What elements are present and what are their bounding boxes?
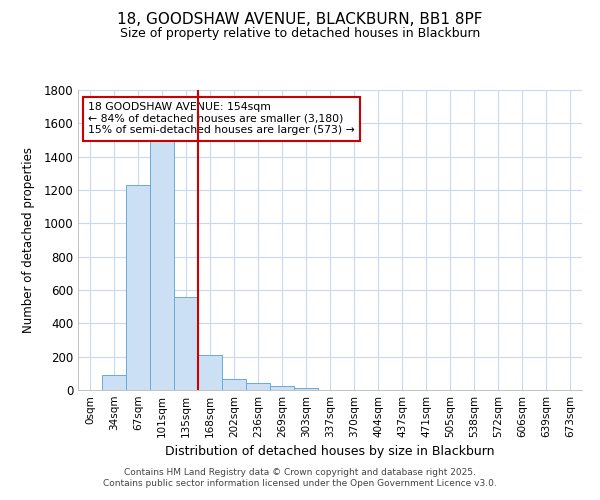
Bar <box>198 355 222 390</box>
Bar <box>126 185 150 390</box>
Bar <box>222 379 246 390</box>
Bar <box>174 296 198 390</box>
Text: 18 GOODSHAW AVENUE: 154sqm
← 84% of detached houses are smaller (3,180)
15% of s: 18 GOODSHAW AVENUE: 154sqm ← 84% of deta… <box>88 102 355 135</box>
Bar <box>294 388 318 390</box>
Text: Contains HM Land Registry data © Crown copyright and database right 2025.
Contai: Contains HM Land Registry data © Crown c… <box>103 468 497 487</box>
Text: Size of property relative to detached houses in Blackburn: Size of property relative to detached ho… <box>120 28 480 40</box>
X-axis label: Distribution of detached houses by size in Blackburn: Distribution of detached houses by size … <box>165 446 495 458</box>
Bar <box>102 375 126 390</box>
Y-axis label: Number of detached properties: Number of detached properties <box>22 147 35 333</box>
Bar <box>270 386 294 390</box>
Text: 18, GOODSHAW AVENUE, BLACKBURN, BB1 8PF: 18, GOODSHAW AVENUE, BLACKBURN, BB1 8PF <box>117 12 483 28</box>
Bar <box>150 140 174 390</box>
Bar <box>246 382 270 390</box>
